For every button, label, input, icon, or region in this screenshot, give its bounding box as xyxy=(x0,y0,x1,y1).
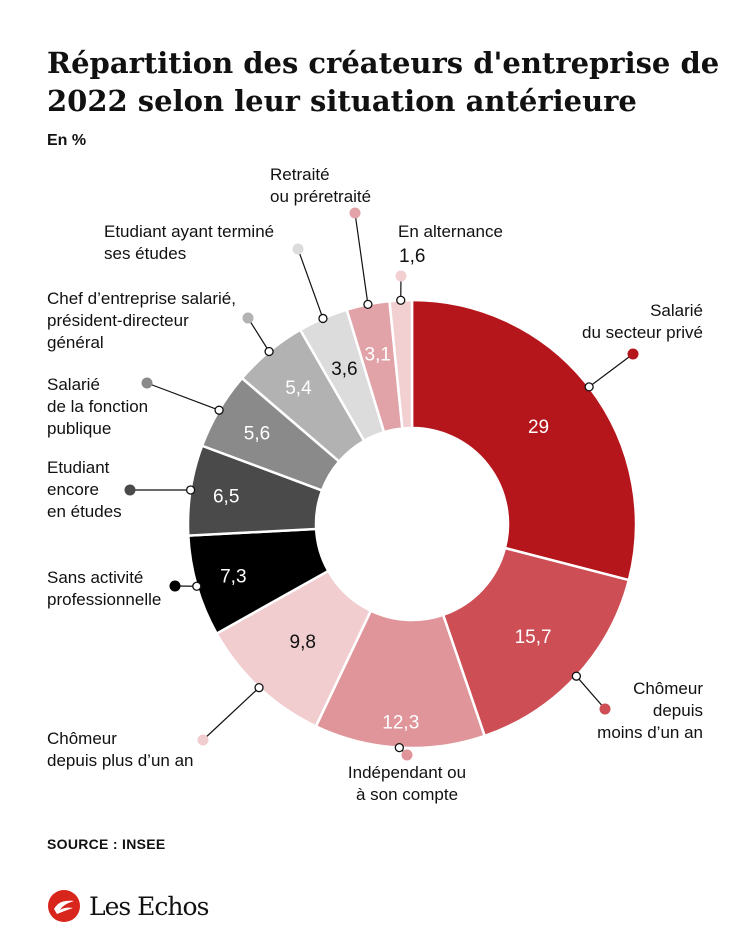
slice-label-1: Salarié du secteur privé xyxy=(582,301,703,342)
legend-dot-3 xyxy=(401,749,413,761)
legend-dot-1 xyxy=(627,348,639,360)
slice-label-4: Chômeur depuis plus d’un an xyxy=(47,729,194,770)
leader-anchor-5 xyxy=(192,581,202,591)
value-label-11: 1,6 xyxy=(399,246,425,267)
legend-dot-8 xyxy=(242,312,254,324)
leader-anchor-9 xyxy=(318,313,328,324)
leader-anchor-3 xyxy=(394,742,404,753)
leader-line-10 xyxy=(354,212,369,305)
legend-dot-11 xyxy=(395,270,407,282)
leader-line-7 xyxy=(146,382,220,411)
slice-label-11: En alternance xyxy=(398,222,503,241)
leader-line-4 xyxy=(202,687,260,741)
leader-line-2 xyxy=(575,675,606,710)
legend-dot-7 xyxy=(141,377,153,389)
slice-label-2: Chômeur depuis moins d’un an xyxy=(597,679,703,742)
leader-anchor-8 xyxy=(264,346,274,357)
value-label-5: 7,3 xyxy=(220,567,246,588)
value-label-10: 3,1 xyxy=(365,344,391,365)
leader-anchor-4 xyxy=(254,683,264,693)
les-echos-logo-icon xyxy=(48,890,80,922)
legend-dot-10 xyxy=(349,207,361,219)
value-label-8: 5,4 xyxy=(285,378,312,399)
legend-dot-2 xyxy=(599,703,611,715)
donut-chart: Salarié du secteur privé 29 Chômeur depuis mo… xyxy=(47,165,703,804)
slice-1 xyxy=(410,298,638,582)
slice-label-10: Retraité ou préretraité xyxy=(270,165,371,206)
slice-label-3: Indépendant ou à son compte xyxy=(348,763,466,804)
chart-title: Répartition des créateurs d'entreprise d… xyxy=(47,46,720,118)
leader-anchor-6 xyxy=(185,485,196,495)
leader-line-9 xyxy=(297,248,324,319)
unit-label: En % xyxy=(47,132,87,149)
value-label-4: 9,8 xyxy=(290,632,316,653)
brand-name: Les Echos xyxy=(89,891,209,921)
value-label-7: 5,6 xyxy=(244,424,270,445)
legend-dot-6 xyxy=(124,484,136,496)
value-label-2: 15,7 xyxy=(515,627,552,648)
slice-label-8: Chef d’entreprise salarié, président-dire… xyxy=(47,289,236,352)
leader-anchor-7 xyxy=(214,405,224,415)
source-note: SOURCE : INSEE xyxy=(47,836,166,852)
value-label-1: 29 xyxy=(528,417,549,438)
slice-label-7: Salarié de la fonction publique xyxy=(47,375,148,438)
leader-anchor-10 xyxy=(363,299,373,310)
slice-label-9: Etudiant ayant terminé ses études xyxy=(104,222,274,263)
brand: Les Echos xyxy=(47,888,209,924)
leader-anchor-1 xyxy=(584,382,594,392)
legend-dot-5 xyxy=(169,580,181,592)
slice-label-5: Sans activité professionnelle xyxy=(47,568,161,609)
legend-dot-4 xyxy=(197,734,209,746)
leader-anchor-11 xyxy=(396,295,406,305)
leader-line-8 xyxy=(247,317,270,352)
leader-line-1 xyxy=(588,353,634,388)
legend-dot-9 xyxy=(292,243,304,255)
leader-anchor-2 xyxy=(571,671,582,681)
value-label-6: 6,5 xyxy=(213,486,239,507)
value-label-9: 3,6 xyxy=(331,359,357,380)
slice-2 xyxy=(441,546,631,738)
value-label-3: 12,3 xyxy=(382,713,419,734)
slice-label-6: Etudiant encore en études xyxy=(47,458,122,521)
